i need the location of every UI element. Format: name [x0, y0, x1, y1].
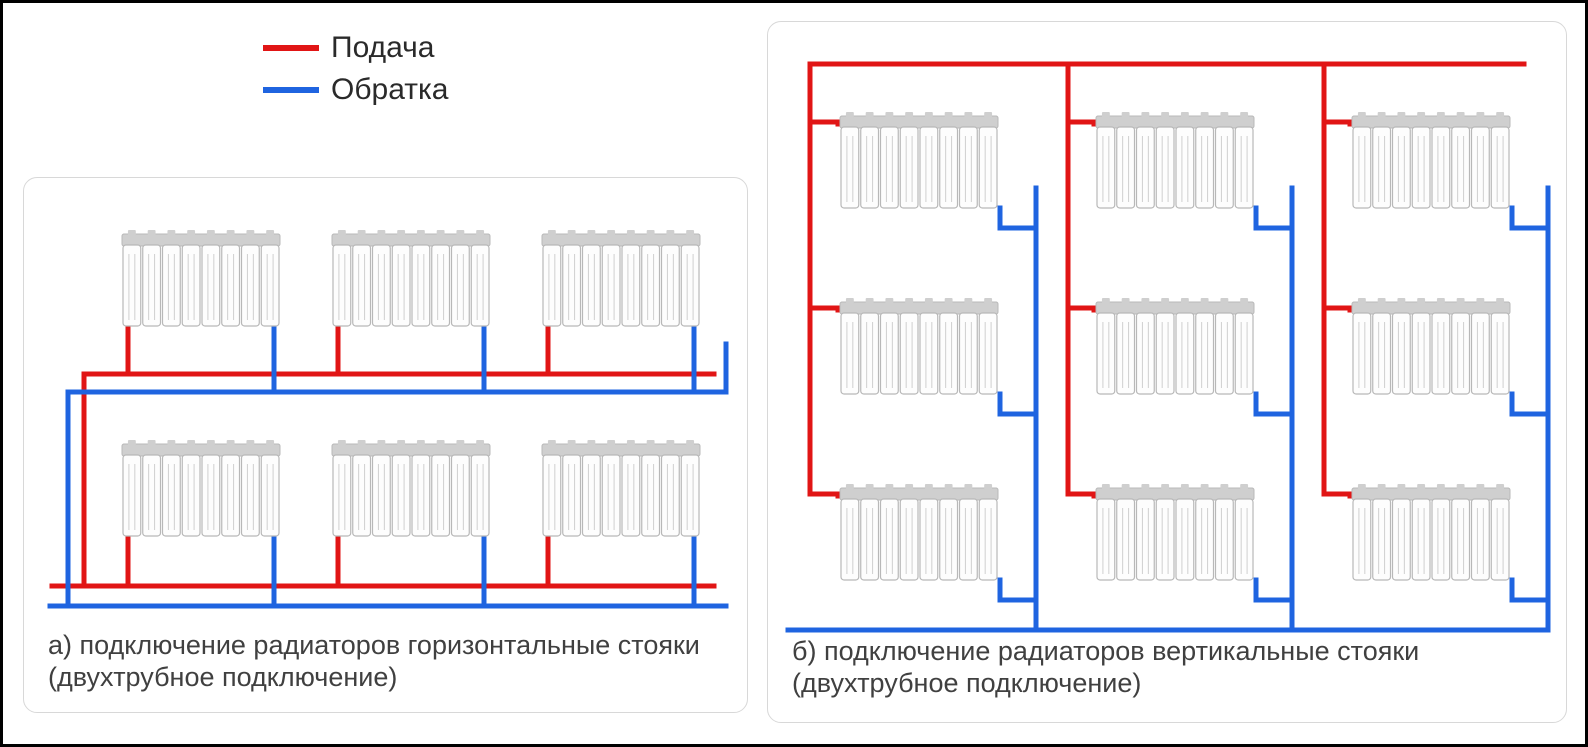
panel-vertical: б) подключение радиаторов вертикальные с… — [767, 21, 1567, 723]
legend-supply: Подача — [263, 31, 448, 65]
legend-return-swatch — [263, 87, 319, 93]
caption-vertical: б) подключение радиаторов вертикальные с… — [792, 636, 1542, 700]
legend-supply-swatch — [263, 45, 319, 51]
caption-horizontal: а) подключение радиаторов горизонтальные… — [48, 630, 723, 694]
legend-return-label: Обратка — [331, 73, 448, 107]
diagram-frame: Подача Обратка а) подключение радиаторов… — [0, 0, 1588, 747]
legend-return: Обратка — [263, 73, 448, 107]
legend: Подача Обратка — [263, 31, 448, 115]
panel-horizontal: а) подключение радиаторов горизонтальные… — [23, 177, 748, 713]
legend-supply-label: Подача — [331, 31, 434, 65]
diagram-vertical — [768, 22, 1568, 724]
